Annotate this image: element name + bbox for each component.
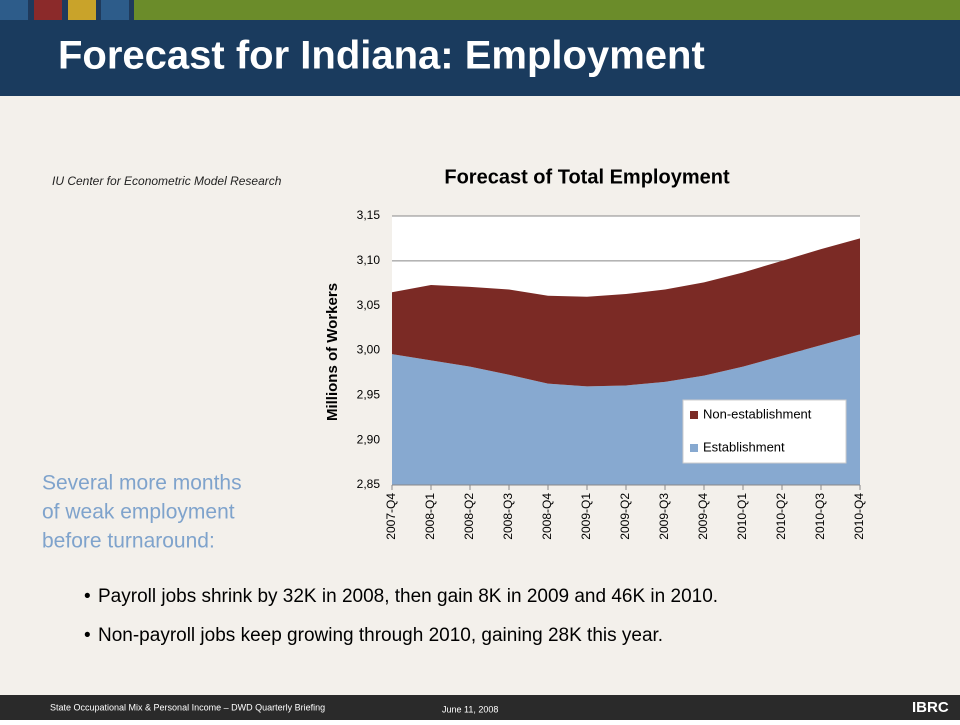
x-tick-label: 2010-Q3	[813, 493, 827, 540]
x-tick-label: 2009-Q2	[618, 493, 632, 540]
note: before turnaround:	[42, 530, 215, 553]
green-bar	[134, 0, 960, 20]
x-tick-label: 2008-Q4	[540, 493, 554, 540]
x-tick-label: 2008-Q3	[501, 493, 515, 540]
bullet: Payroll jobs shrink by 32K in 2008, then…	[98, 586, 718, 607]
bullet-dot: •	[84, 625, 91, 646]
square	[34, 0, 62, 20]
legend-label: Non-establishment	[703, 406, 812, 421]
legend-box	[682, 399, 847, 464]
slide-title: Forecast for Indiana: Employment	[58, 34, 705, 78]
bullet: Non-payroll jobs keep growing through 20…	[98, 625, 663, 646]
x-tick-label: 2010-Q1	[735, 493, 749, 540]
source: IU Center for Econometric Model Research	[52, 174, 282, 188]
footer-text: State Occupational Mix & Personal Income…	[50, 702, 325, 712]
footer-bar	[0, 695, 960, 720]
footer-date: June 11, 2008	[442, 704, 498, 714]
note: of weak employment	[42, 501, 235, 524]
area	[392, 238, 860, 387]
legend-label: Establishment	[703, 439, 785, 454]
note: Several more months	[42, 472, 242, 495]
y-axis-label: Millions of Workers	[324, 283, 341, 421]
y-tick-label: 3,10	[357, 253, 381, 267]
square	[68, 0, 96, 20]
legend-swatch	[690, 411, 698, 419]
x-tick-label: 2009-Q1	[579, 493, 593, 540]
logo: IBRC	[912, 699, 949, 716]
chart-title: Forecast of Total Employment	[444, 166, 730, 188]
y-tick-label: 3,15	[357, 208, 381, 222]
x-tick-label: 2008-Q1	[423, 493, 437, 540]
header	[0, 20, 960, 96]
x-tick-label: 2009-Q3	[657, 493, 671, 540]
x-tick-label: 2008-Q2	[462, 493, 476, 540]
bullet-dot: •	[84, 586, 91, 607]
x-tick-label: 2009-Q4	[696, 493, 710, 540]
y-tick-label: 3,05	[357, 298, 381, 312]
y-tick-label: 3,00	[357, 343, 381, 357]
x-tick-label: 2010-Q2	[774, 493, 788, 540]
y-tick-label: 2,95	[357, 388, 381, 402]
square	[101, 0, 129, 20]
y-tick-label: 2,90	[357, 432, 381, 446]
x-tick-label: 2007-Q4	[384, 493, 398, 540]
y-tick-label: 2,85	[357, 477, 381, 491]
square	[0, 0, 28, 20]
x-tick-label: 2010-Q4	[852, 493, 866, 540]
legend-swatch	[690, 444, 698, 452]
